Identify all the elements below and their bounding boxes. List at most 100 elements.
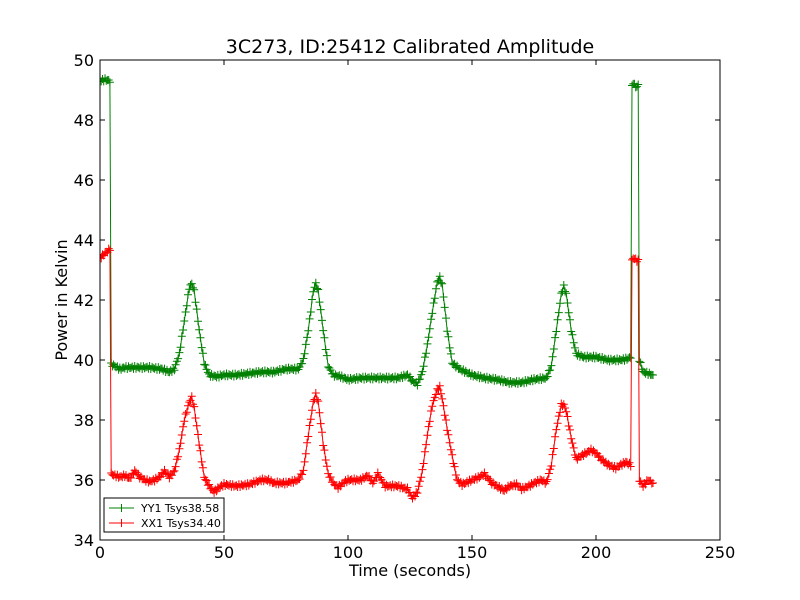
y-tick-label: 44 [74,231,94,250]
data-point [185,398,194,407]
data-point [625,353,634,362]
data-point [440,303,449,312]
data-point [433,277,442,286]
data-point [413,381,422,390]
data-point [322,462,331,471]
data-point [424,333,433,342]
data-point [415,375,424,384]
data-point [543,372,552,381]
x-tick-label: 200 [581,543,612,562]
data-point [195,325,204,334]
data-point [306,415,315,424]
data-point [439,293,448,301]
data-point [314,285,323,294]
x-tick-label: 150 [457,543,488,562]
data-point [190,402,199,411]
data-point [318,316,326,325]
data-point [451,471,460,479]
data-point [311,278,320,287]
data-point [321,345,330,354]
data-point [551,333,560,342]
data-point [298,470,307,479]
data-point [546,366,555,375]
data-point [422,349,431,358]
data-point [181,308,190,316]
data-point [322,351,331,360]
data-point [315,408,324,417]
data-point [569,338,578,347]
data-point [198,349,207,358]
data-point [437,389,445,398]
data-point [634,80,643,89]
data-point [563,299,572,307]
legend-label: XX1 Tsys34.40 [141,517,221,530]
data-point [170,366,179,375]
data-point [437,278,445,287]
data-point [418,465,427,474]
data-point [191,298,200,307]
data-point [444,430,453,439]
data-point [207,484,216,493]
data-point [201,361,210,369]
data-point [187,392,196,401]
y-tick-label: 34 [74,531,94,550]
data-point [192,421,201,430]
data-point [543,475,552,484]
data-point [427,315,436,324]
data-point [319,326,328,335]
data-point [198,463,207,472]
data-point [325,364,334,372]
data-point [417,473,426,482]
series-markers-2 [100,244,657,503]
data-point [179,326,188,334]
data-point [177,431,186,439]
data-point [562,289,571,298]
data-point [170,466,179,475]
data-point [420,353,429,362]
legend-box [103,497,225,533]
data-point [429,396,438,405]
x-tick-label: 50 [214,543,234,562]
x-tick-label: 100 [333,543,364,562]
data-point [313,284,321,293]
data-point [448,450,457,459]
data-point [632,82,641,91]
data-point [432,284,440,293]
data-point [298,359,307,368]
data-point [179,422,188,431]
data-point [548,352,557,361]
y-tick-label: 48 [74,111,94,130]
data-point [308,406,316,415]
data-point [425,417,434,426]
data-point [403,483,412,492]
y-axis: 34 36 38 40 42 44 46 48 50 [74,51,720,550]
data-point [413,489,422,498]
data-point [304,326,313,335]
data-point [305,314,314,323]
data-point [171,360,180,369]
data-point [419,459,428,468]
data-point [435,381,444,390]
data-point [547,361,556,370]
data-point [428,309,437,318]
data-point [554,308,563,317]
legend-marker [117,519,126,527]
data-point [568,439,577,448]
data-point [105,78,114,87]
data-point [187,279,196,288]
data-point [636,358,645,367]
data-point [315,298,324,307]
data-point [320,333,329,342]
data-point [548,450,557,459]
data-point [435,272,444,281]
data-point [299,354,308,363]
x-tick-label: 250 [705,543,736,562]
data-point [568,330,577,339]
data-point [649,371,657,379]
data-point [176,343,185,352]
data-point [180,417,189,426]
data-point [201,475,210,484]
y-tick-label: 40 [74,351,94,370]
data-point [551,432,560,441]
